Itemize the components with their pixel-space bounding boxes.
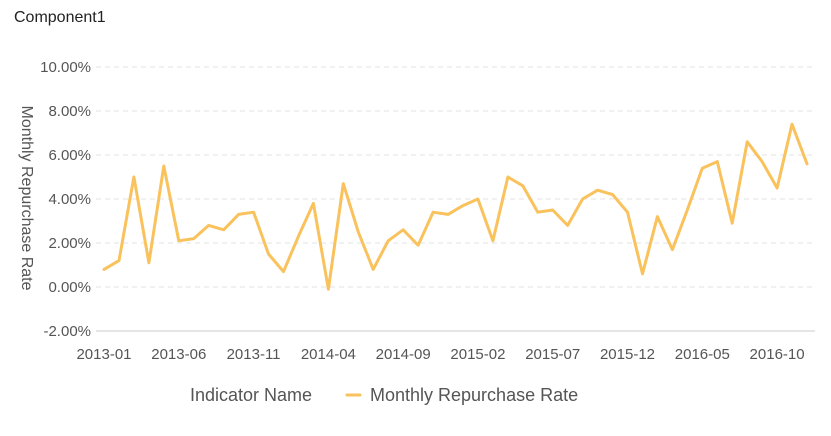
component-title: Component1 <box>14 9 106 26</box>
data-point[interactable] <box>115 257 123 265</box>
data-point[interactable] <box>594 186 602 194</box>
data-point[interactable] <box>294 232 302 240</box>
y-tick-label: 8.00% <box>48 103 91 120</box>
legend: Indicator Name Monthly Repurchase Rate <box>190 385 578 405</box>
series-layer <box>100 120 811 293</box>
y-tick-label: 6.00% <box>48 147 91 164</box>
x-tick-label: 2016-05 <box>675 346 730 363</box>
y-tick-label: 4.00% <box>48 191 91 208</box>
data-point[interactable] <box>549 206 557 214</box>
data-point[interactable] <box>235 210 243 218</box>
data-point[interactable] <box>504 173 512 181</box>
data-point[interactable] <box>758 158 766 166</box>
data-point[interactable] <box>579 195 587 203</box>
y-grid <box>96 66 815 288</box>
data-point[interactable] <box>519 182 527 190</box>
x-tick-label: 2013-06 <box>151 346 206 363</box>
data-point[interactable] <box>653 213 661 221</box>
x-tick-label: 2013-01 <box>76 346 131 363</box>
data-point[interactable] <box>459 202 467 210</box>
data-point[interactable] <box>130 173 138 181</box>
y-tick-label: 10.00% <box>40 59 91 76</box>
data-point[interactable] <box>773 184 781 192</box>
x-tick-label: 2015-12 <box>600 346 655 363</box>
data-point[interactable] <box>534 208 542 216</box>
data-point[interactable] <box>743 138 751 146</box>
data-point[interactable] <box>474 195 482 203</box>
data-point[interactable] <box>309 199 317 207</box>
data-point[interactable] <box>638 270 646 278</box>
data-point[interactable] <box>190 235 198 243</box>
data-point[interactable] <box>339 180 347 188</box>
data-point[interactable] <box>668 246 676 254</box>
data-point[interactable] <box>354 228 362 236</box>
y-tick-label: 0.00% <box>48 279 91 296</box>
data-point[interactable] <box>698 164 706 172</box>
y-tick-label: 2.00% <box>48 235 91 252</box>
data-point[interactable] <box>489 237 497 245</box>
data-point[interactable] <box>265 250 273 258</box>
data-point[interactable] <box>369 265 377 273</box>
data-point[interactable] <box>788 120 796 128</box>
data-point[interactable] <box>444 210 452 218</box>
x-tick-label: 2015-07 <box>525 346 580 363</box>
data-point[interactable] <box>175 237 183 245</box>
data-point[interactable] <box>205 221 213 229</box>
data-point[interactable] <box>250 208 258 216</box>
data-point[interactable] <box>609 191 617 199</box>
y-tick-label: -2.00% <box>43 323 91 340</box>
data-point[interactable] <box>160 162 168 170</box>
y-tick-labels: -2.00% 0.00% 2.00% 4.00% 6.00% 8.00% 10.00% <box>40 59 91 340</box>
data-point[interactable] <box>728 219 736 227</box>
data-point[interactable] <box>713 158 721 166</box>
data-point[interactable] <box>100 265 108 273</box>
data-point[interactable] <box>384 237 392 245</box>
data-point[interactable] <box>429 208 437 216</box>
x-tick-label: 2013-11 <box>227 346 281 363</box>
x-tick-label: 2016-10 <box>750 346 805 363</box>
data-point[interactable] <box>279 268 287 276</box>
data-point[interactable] <box>145 259 153 267</box>
data-point[interactable] <box>324 285 332 293</box>
data-point[interactable] <box>414 241 422 249</box>
data-point[interactable] <box>399 226 407 234</box>
legend-title: Indicator Name <box>190 385 312 405</box>
x-tick-label: 2014-04 <box>301 346 356 363</box>
data-point[interactable] <box>624 208 632 216</box>
data-point[interactable] <box>803 160 811 168</box>
x-tick-label: 2014-09 <box>376 346 431 363</box>
x-tick-label: 2015-02 <box>450 346 505 363</box>
legend-series-label[interactable]: Monthly Repurchase Rate <box>370 385 578 405</box>
data-point[interactable] <box>220 226 228 234</box>
data-point[interactable] <box>564 221 572 229</box>
series-line-0[interactable] <box>102 122 809 291</box>
y-axis-title: Monthly Repurchase Rate <box>18 106 35 291</box>
x-tick-labels: 2013-01 2013-06 2013-11 2014-04 2014-09 2015-… <box>76 346 804 363</box>
data-point[interactable] <box>683 206 691 214</box>
